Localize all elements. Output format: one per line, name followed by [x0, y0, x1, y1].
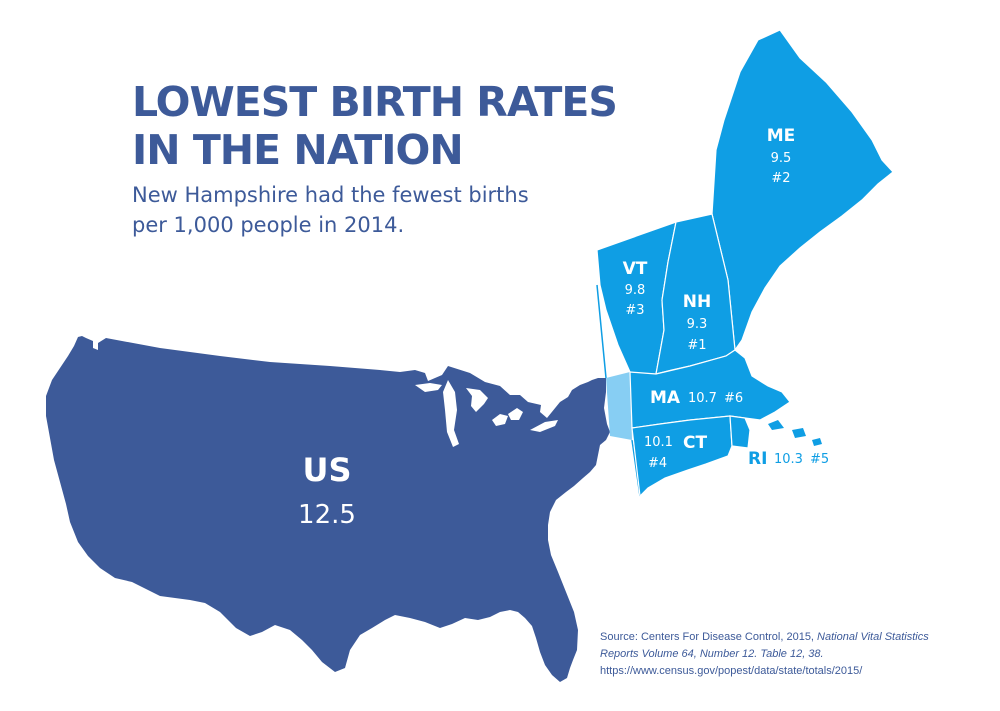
state-ct-abbr: CT — [683, 433, 707, 453]
source-url: https://www.census.gov/popest/data/state… — [600, 665, 863, 677]
us-rate: 12.5 — [298, 500, 356, 530]
label-ct: 10.1 #4 CT — [644, 433, 707, 471]
label-ri: RI 10.3 #5 — [748, 449, 829, 469]
source-note: Source: Centers For Disease Control, 201… — [600, 629, 929, 680]
state-vt-rate: 9.8 — [625, 283, 646, 298]
us-abbr: US — [302, 451, 351, 489]
state-ma-abbr: MA — [650, 388, 681, 408]
state-ct-rate: 10.1 — [644, 435, 673, 450]
state-me-rate: 9.5 — [771, 151, 792, 166]
title-line-2: IN THE NATION — [132, 126, 464, 174]
label-ma: MA 10.7 #6 — [650, 388, 743, 408]
us-shape — [46, 336, 610, 682]
state-ri-abbr: RI — [748, 449, 767, 469]
state-ma-rank: #6 — [724, 391, 743, 406]
label-nh: NH 9.3 #1 — [683, 292, 711, 353]
source-prefix: Source: Centers For Disease Control, 201… — [600, 631, 818, 643]
source-line-2: Reports Volume 64, Number 12. Table 12, … — [600, 646, 929, 663]
state-ct — [631, 415, 733, 498]
state-me — [711, 29, 894, 352]
label-us: US 12.5 — [298, 451, 356, 530]
state-nh-rate: 9.3 — [687, 317, 708, 332]
label-me: ME 9.5 #2 — [767, 126, 796, 186]
source-line-1: Source: Centers For Disease Control, 201… — [600, 629, 929, 646]
page-subtitle: New Hampshire had the fewest births per … — [132, 180, 529, 240]
state-ri-rank: #5 — [810, 452, 829, 467]
state-nh-abbr: NH — [683, 292, 711, 312]
source-italic-2: Reports Volume 64, Number 12. Table 12, … — [600, 648, 824, 660]
state-ri-rate: 10.3 — [774, 452, 803, 467]
label-vt: VT 9.8 #3 — [623, 259, 648, 318]
title-line-1: LOWEST BIRTH RATES — [132, 78, 618, 126]
source-italic-1: National Vital Statistics — [817, 631, 929, 643]
state-vt-rank: #3 — [625, 303, 644, 318]
state-nh-rank: #1 — [687, 338, 706, 353]
state-ri — [729, 415, 751, 449]
subtitle-line-2: per 1,000 people in 2014. — [132, 213, 405, 237]
state-me-abbr: ME — [767, 126, 796, 146]
state-vt-abbr: VT — [623, 259, 648, 279]
state-ma-rate: 10.7 — [688, 391, 717, 406]
subtitle-line-1: New Hampshire had the fewest births — [132, 183, 529, 207]
connector-wedge — [606, 372, 632, 440]
great-lakes — [415, 380, 558, 447]
page-title: LOWEST BIRTH RATES IN THE NATION — [132, 78, 618, 174]
state-ct-rank: #4 — [648, 456, 667, 471]
state-me-rank: #2 — [771, 171, 790, 186]
islands — [768, 420, 822, 446]
